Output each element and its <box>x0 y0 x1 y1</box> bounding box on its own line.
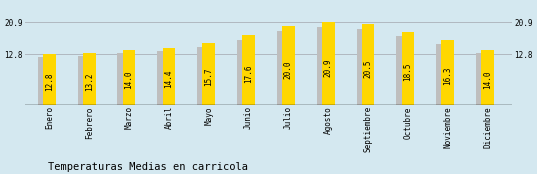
Text: 20.9: 20.9 <box>324 58 333 77</box>
Bar <box>357 29 369 105</box>
Bar <box>202 43 215 105</box>
Text: 18.5: 18.5 <box>403 63 412 81</box>
Text: 13.2: 13.2 <box>85 72 93 91</box>
Text: 12.8: 12.8 <box>45 73 54 91</box>
Bar <box>157 51 170 105</box>
Bar <box>277 31 289 105</box>
Bar <box>38 57 50 105</box>
Bar <box>242 35 255 105</box>
Bar <box>163 48 175 105</box>
Bar <box>122 50 135 105</box>
Bar <box>481 50 494 105</box>
Text: 15.7: 15.7 <box>204 68 213 86</box>
Bar <box>118 53 130 105</box>
Bar <box>322 22 335 105</box>
Bar <box>282 26 295 105</box>
Bar <box>317 27 330 105</box>
Text: Temperaturas Medias en carricola: Temperaturas Medias en carricola <box>48 162 248 172</box>
Bar <box>476 53 489 105</box>
Bar <box>362 24 374 105</box>
Bar <box>197 47 210 105</box>
Text: 14.0: 14.0 <box>483 71 492 89</box>
Text: 17.6: 17.6 <box>244 64 253 83</box>
Bar <box>441 41 454 105</box>
Text: 14.0: 14.0 <box>125 71 134 89</box>
Bar <box>43 54 56 105</box>
Bar <box>402 32 415 105</box>
Text: 16.3: 16.3 <box>444 67 452 85</box>
Bar <box>396 36 409 105</box>
Bar <box>436 44 449 105</box>
Bar <box>237 39 250 105</box>
Bar <box>83 53 96 105</box>
Text: 14.4: 14.4 <box>164 70 173 88</box>
Bar <box>78 56 90 105</box>
Text: 20.5: 20.5 <box>364 59 373 78</box>
Text: 20.0: 20.0 <box>284 60 293 78</box>
